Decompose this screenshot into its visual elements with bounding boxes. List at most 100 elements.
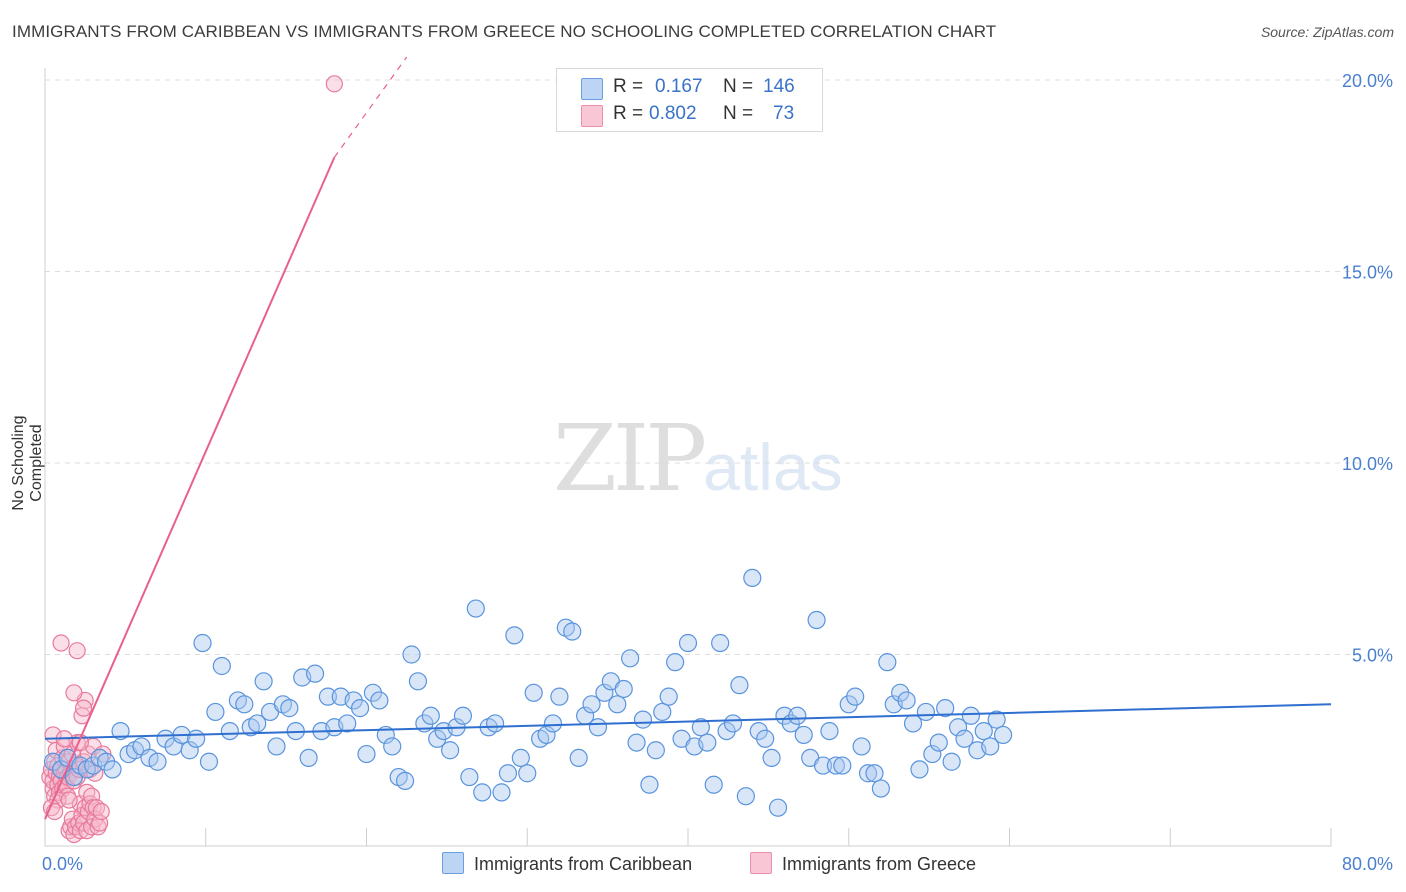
caribbean-point <box>633 710 653 729</box>
caribbean-point <box>148 752 167 771</box>
legend-r-label: R = <box>613 76 644 97</box>
legend-r-value: 0.167 <box>655 76 703 97</box>
greece-point <box>74 699 93 717</box>
caribbean-point <box>698 733 717 752</box>
caribbean-point <box>267 737 286 756</box>
y-tick-label: 10.0% <box>1342 454 1393 474</box>
greece-point <box>65 684 83 702</box>
x-tick-label: 0.0% <box>42 854 83 874</box>
caribbean-point <box>235 695 254 714</box>
caribbean-point <box>338 714 357 733</box>
caribbean-point <box>357 744 376 764</box>
caribbean-point <box>193 633 212 653</box>
caribbean-point <box>187 729 206 748</box>
legend-n-label: N = <box>723 103 754 124</box>
legend-n-value: 73 <box>773 103 795 124</box>
trend-lines <box>44 56 1332 820</box>
caribbean-point <box>807 610 826 630</box>
caribbean-point <box>180 741 199 760</box>
caribbean-point <box>871 779 891 798</box>
axes <box>44 68 1332 847</box>
caribbean-point <box>492 783 511 802</box>
caribbean-point <box>948 718 968 737</box>
caribbean-point <box>408 672 428 691</box>
caribbean-point <box>543 714 563 733</box>
y-tick-label: 5.0% <box>1352 646 1393 666</box>
caribbean-point <box>659 687 678 706</box>
caribbean-point <box>865 764 884 783</box>
caribbean-point <box>929 733 948 752</box>
source-label: Source: ZipAtlas.com <box>1260 24 1394 40</box>
caribbean-point <box>305 664 325 683</box>
caribbean-point <box>987 710 1006 729</box>
caribbean-point <box>653 702 672 722</box>
caribbean-point <box>923 744 942 764</box>
caribbean-trend-line <box>44 703 1332 740</box>
caribbean-point <box>220 721 239 741</box>
caribbean-point <box>794 725 813 745</box>
tick-labels: 5.0% 10.0% 15.0% 20.0% 0.0% 80.0% <box>42 71 1393 874</box>
caribbean-point <box>318 687 338 706</box>
caribbean-point <box>858 764 878 783</box>
caribbean-point <box>955 729 974 748</box>
watermark-zip: ZIP <box>553 405 707 512</box>
caribbean-point <box>460 767 479 787</box>
caribbean-point <box>550 687 569 706</box>
bottom-legend-greece: Immigrants from Greece <box>750 852 976 875</box>
caribbean-point <box>666 653 685 672</box>
greece-point <box>60 791 78 809</box>
legend-row-caribbean: R = 0.167 N = 146 <box>557 74 822 100</box>
caribbean-point <box>788 706 807 725</box>
caribbean-point <box>640 775 659 794</box>
caribbean-point <box>711 633 730 653</box>
caribbean-point <box>614 679 633 699</box>
caribbean-point <box>498 764 518 783</box>
caribbean-point <box>299 748 318 768</box>
caribbean-point <box>756 729 775 748</box>
y-tick-label: 15.0% <box>1342 263 1393 283</box>
caribbean-point <box>852 737 871 756</box>
caribbean-point <box>942 752 961 771</box>
caribbean-point <box>981 737 1000 756</box>
caribbean-point <box>206 702 225 722</box>
y-axis-label: No Schooling Completed <box>10 415 45 511</box>
watermark-atlas: atlas <box>703 430 843 504</box>
caribbean-point <box>402 645 421 664</box>
legend-swatch-greece <box>581 105 603 127</box>
legend: R = 0.167 N = 146 R = 0.802 N = 73 <box>556 68 823 132</box>
caribbean-point <box>395 771 415 790</box>
caribbean-point <box>621 649 640 668</box>
bottom-legend-label-caribbean: Immigrants from Caribbean <box>474 854 693 874</box>
caribbean-point <box>595 683 614 702</box>
caribbean-point <box>212 656 231 676</box>
greece-trend-line-extension <box>333 56 408 158</box>
caribbean-point <box>280 699 299 718</box>
caribbean-point <box>743 568 762 588</box>
caribbean-point <box>421 706 440 725</box>
bottom-legend-swatch-greece <box>750 852 772 874</box>
legend-n-value: 146 <box>763 76 795 97</box>
caribbean-point <box>486 714 505 733</box>
caribbean-point <box>199 752 219 771</box>
legend-r-value: 0.802 <box>649 103 697 124</box>
caribbean-point <box>691 718 710 737</box>
greece-trend-line <box>44 156 336 820</box>
caribbean-point <box>736 787 755 806</box>
caribbean-point <box>511 748 530 768</box>
caribbean-point <box>704 775 723 794</box>
caribbean-point <box>537 725 556 745</box>
chart-title: IMMIGRANTS FROM CARIBBEAN VS IMMIGRANTS … <box>12 22 997 41</box>
caribbean-point <box>608 695 627 714</box>
x-tick-label: 80.0% <box>1342 854 1393 874</box>
caribbean-point <box>916 702 936 722</box>
bottom-legend-caribbean: Immigrants from Caribbean <box>442 852 692 875</box>
caribbean-point <box>910 760 929 779</box>
bottom-legend-swatch-caribbean <box>442 852 464 874</box>
caribbean-point <box>582 695 601 714</box>
legend-swatch-caribbean <box>581 78 603 100</box>
watermark: ZIPatlas <box>553 405 843 512</box>
bottom-legend-label-greece: Immigrants from Greece <box>782 854 977 874</box>
caribbean-point <box>569 748 588 768</box>
caribbean-point <box>846 687 865 706</box>
